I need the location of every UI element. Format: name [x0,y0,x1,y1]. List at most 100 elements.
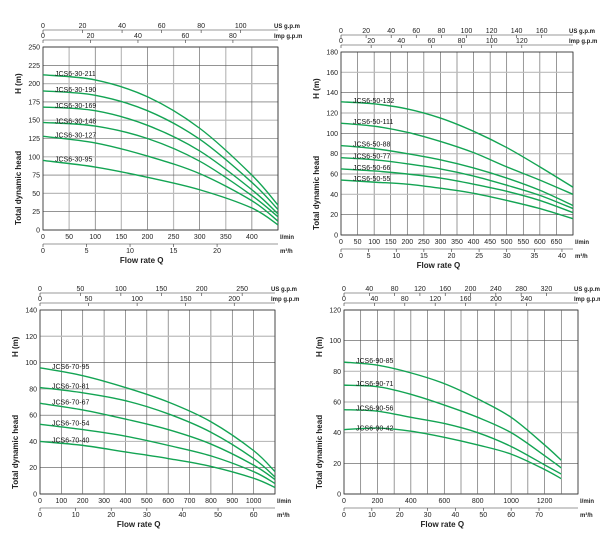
y-axis-unit: H (m) [11,336,20,357]
x-tick-label-lmin: 800 [472,498,484,505]
x-unit-lmin: l/min [277,499,291,505]
y-axis-title: Total dynamic head [11,415,20,489]
curve-label: JCS6-50-132 [353,98,394,105]
plot-frame [39,309,276,495]
us-gpm-tick-label: 40 [118,23,126,30]
x-tick-label-m3h: 0 [339,253,343,260]
us-gpm-tick-label: 100 [461,28,473,35]
y-tick-label: 25 [32,209,40,216]
x-tick-label-lmin: 200 [372,498,384,505]
x-tick-label-lmin: 1000 [246,498,262,505]
x-tick-label-lmin: 700 [184,498,196,505]
us-gpm-tick-label: 80 [391,286,399,293]
curve-label: JCS6-90-85 [356,358,393,365]
curve-jcs6-50-77 [340,157,574,210]
imp-gpm-tick-label: 160 [460,296,472,303]
y-tick-label: 40 [29,439,37,446]
x-tick-label-lmin: 350 [220,234,232,241]
x-unit-lmin: l/min [575,240,589,246]
x-unit-m3h: m³/h [277,512,290,519]
x-tick-label-lmin: 0 [41,234,45,241]
curve-label: JCS6-30-95 [55,156,92,163]
x-axis-title: Flow rate Q [417,261,461,270]
us-gpm-tick-label: 0 [38,286,42,293]
y-axis-unit: H (m) [312,78,321,99]
x-tick-label-lmin: 100 [56,498,68,505]
curve-jcs6-50-66 [340,168,574,214]
us-gpm-tick-label: 0 [342,286,346,293]
x-axis-title: Flow rate Q [117,520,161,529]
y-tick-label: 180 [326,50,338,57]
x-tick-label-m3h: 0 [38,512,42,519]
imp-gpm-tick-label: 0 [38,296,42,303]
us-gpm-unit: US g.p.m [574,287,600,293]
us-gpm-tick-label: 150 [155,286,167,293]
curve-jcs6-70-40 [39,440,276,489]
curve-label: JCS6-50-66 [353,165,390,172]
curve-label: JCS6-30-148 [55,118,96,125]
y-tick-label: 150 [28,118,40,125]
x-tick-label-lmin: 500 [141,498,153,505]
y-tick-label: 60 [29,413,37,420]
curve-label: JCS6-70-95 [52,364,89,371]
curve-label: JCS6-70-81 [52,384,89,391]
curve-jcs6-50-88 [340,144,574,207]
x-tick-label-lmin: 250 [418,239,430,246]
x-tick-label-lmin: 300 [98,498,110,505]
x-tick-label-lmin: 600 [534,239,546,246]
us-gpm-tick-label: 20 [79,23,87,30]
x-tick-label-m3h: 35 [530,253,538,260]
plot-frame [42,46,279,231]
us-gpm-tick-label: 120 [486,28,498,35]
x-axis-title: Flow rate Q [120,256,164,265]
y-tick-label: 0 [337,492,341,499]
y-tick-label: 100 [329,338,341,345]
y-tick-label: 80 [333,369,341,376]
curve-jcs6-70-54 [39,423,276,485]
us-gpm-tick-label: 100 [235,23,247,30]
plot-frame [343,309,579,495]
x-tick-label-lmin: 1000 [503,498,519,505]
curve-label: JCS6-30-127 [55,132,96,139]
x-tick-label-m3h: 15 [420,253,428,260]
x-tick-label-lmin: 150 [115,234,127,241]
y-tick-label: 175 [28,99,40,106]
us-gpm-tick-label: 60 [158,23,166,30]
y-tick-label: 100 [28,154,40,161]
imp-gpm-tick-label: 100 [131,296,143,303]
x-tick-label-lmin: 300 [194,234,206,241]
us-gpm-unit: US g.p.m [274,24,300,30]
imp-gpm-tick-label: 200 [228,296,240,303]
x-unit-lmin: l/min [580,499,594,505]
curve-jcs6-30-127 [42,135,279,222]
curve-jcs6-70-81 [39,386,276,478]
us-gpm-tick-label: 60 [412,28,420,35]
y-tick-label: 200 [28,81,40,88]
x-tick-label-m3h: 10 [72,512,80,519]
x-axis-title: Flow rate Q [420,520,464,529]
x-tick-label-lmin: 200 [77,498,89,505]
imp-gpm-tick-label: 100 [486,38,498,45]
us-gpm-tick-label: 40 [387,28,395,35]
us-gpm-tick-label: 50 [77,286,85,293]
imp-gpm-tick-label: 40 [370,296,378,303]
us-gpm-tick-label: 200 [465,286,477,293]
us-gpm-tick-label: 0 [339,28,343,35]
y-tick-label: 20 [29,465,37,472]
grid [343,309,579,495]
y-tick-label: 0 [36,228,40,235]
x-unit-m3h: m³/h [575,253,588,260]
us-gpm-tick-label: 100 [115,286,127,293]
curve-label: JCS6-90-71 [356,381,393,388]
x-tick-label-lmin: 350 [451,239,463,246]
curve-jcs6-70-67 [39,402,276,481]
x-tick-label-m3h: 30 [503,253,511,260]
us-gpm-tick-label: 240 [490,286,502,293]
curve-label: JCS6-90-56 [356,406,393,413]
imp-gpm-tick-label: 40 [397,38,405,45]
x-tick-label-lmin: 600 [162,498,174,505]
x-tick-label-lmin: 1200 [537,498,553,505]
imp-gpm-tick-label: 120 [429,296,441,303]
imp-gpm-tick-label: 150 [180,296,192,303]
